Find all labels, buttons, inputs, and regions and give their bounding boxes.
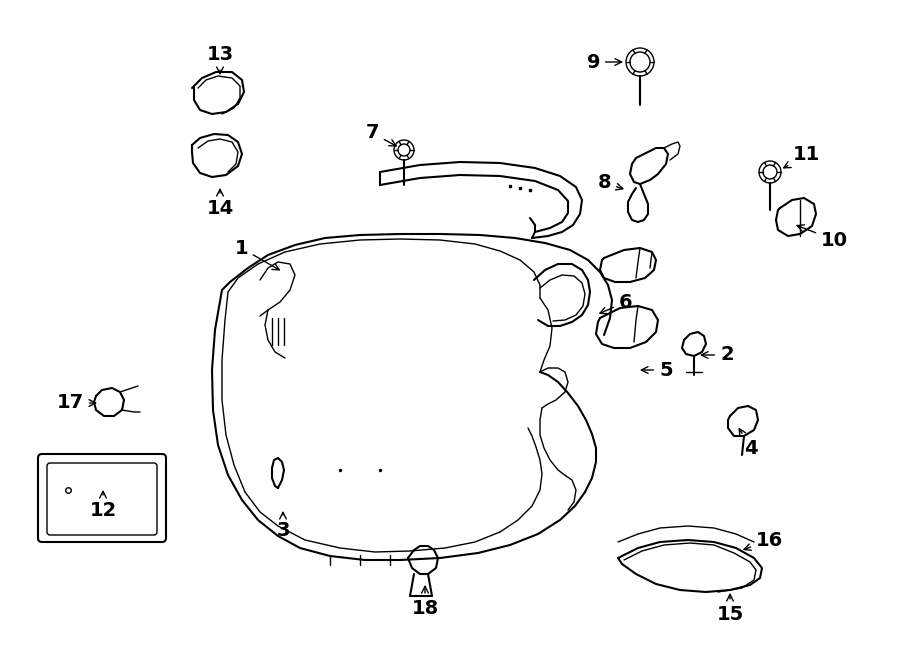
Text: 8: 8 (598, 173, 623, 192)
Text: 11: 11 (784, 145, 820, 168)
Text: 4: 4 (739, 429, 758, 457)
Text: 16: 16 (744, 531, 783, 551)
Text: 6: 6 (600, 293, 633, 314)
Text: 9: 9 (587, 52, 622, 71)
Text: 3: 3 (276, 512, 290, 539)
Text: 5: 5 (642, 360, 672, 379)
Text: 15: 15 (716, 594, 743, 623)
Text: 12: 12 (89, 491, 117, 520)
Text: 17: 17 (57, 393, 95, 412)
Text: 13: 13 (206, 46, 234, 73)
Text: 1: 1 (234, 239, 279, 270)
Text: 14: 14 (206, 189, 234, 217)
Text: 18: 18 (411, 586, 438, 617)
Text: 7: 7 (365, 124, 396, 146)
Text: 2: 2 (701, 346, 734, 364)
Text: 10: 10 (797, 225, 848, 249)
